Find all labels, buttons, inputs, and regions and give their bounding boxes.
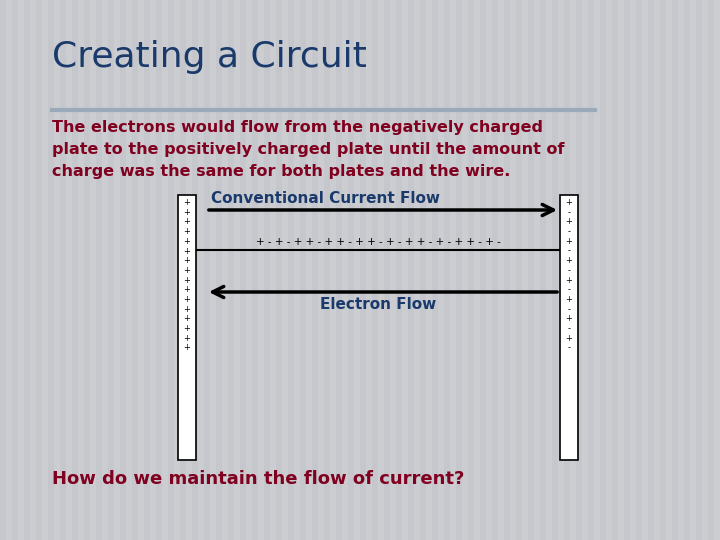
Bar: [360, 0, 366, 540]
Text: charge was the same for both plates and the wire.: charge was the same for both plates and …: [52, 164, 510, 179]
Text: Conventional Current Flow: Conventional Current Flow: [211, 191, 440, 206]
Bar: [300, 0, 306, 540]
Bar: [560, 195, 578, 460]
Bar: [60, 0, 66, 540]
Bar: [228, 0, 234, 540]
Bar: [564, 0, 570, 540]
Bar: [264, 0, 270, 540]
Text: Creating a Circuit: Creating a Circuit: [52, 40, 367, 74]
Bar: [192, 0, 198, 540]
Bar: [216, 0, 222, 540]
Bar: [240, 0, 246, 540]
Bar: [420, 0, 426, 540]
Bar: [288, 0, 294, 540]
Bar: [48, 0, 54, 540]
Text: +
+
+
+
+
+
+
+
+
+
+
+
+
+
+
+: + + + + + + + + + + + + + + + +: [184, 198, 190, 353]
Bar: [588, 0, 594, 540]
Bar: [348, 0, 354, 540]
Bar: [432, 0, 438, 540]
Text: Electron Flow: Electron Flow: [320, 297, 436, 312]
Bar: [648, 0, 654, 540]
Bar: [180, 0, 186, 540]
Bar: [672, 0, 678, 540]
Bar: [120, 0, 126, 540]
Bar: [504, 0, 510, 540]
Bar: [552, 0, 558, 540]
Bar: [408, 0, 414, 540]
Bar: [684, 0, 690, 540]
Bar: [576, 0, 582, 540]
Bar: [12, 0, 18, 540]
Bar: [612, 0, 618, 540]
Bar: [600, 0, 606, 540]
Bar: [204, 0, 210, 540]
Bar: [624, 0, 630, 540]
Text: +
-
+
-
+
-
+
-
+
-
+
-
+
-
+
-: + - + - + - + - + - + - + - + -: [566, 198, 572, 353]
Bar: [540, 0, 546, 540]
Bar: [396, 0, 402, 540]
Text: plate to the positively charged plate until the amount of: plate to the positively charged plate un…: [52, 142, 564, 157]
Text: The electrons would flow from the negatively charged: The electrons would flow from the negati…: [52, 120, 543, 135]
Bar: [516, 0, 522, 540]
Bar: [696, 0, 702, 540]
Bar: [528, 0, 534, 540]
Bar: [384, 0, 390, 540]
Bar: [276, 0, 282, 540]
Bar: [84, 0, 90, 540]
Bar: [24, 0, 30, 540]
Bar: [178, 195, 196, 460]
Bar: [372, 0, 378, 540]
Bar: [660, 0, 666, 540]
Bar: [636, 0, 642, 540]
Bar: [156, 0, 162, 540]
Bar: [144, 0, 150, 540]
Bar: [252, 0, 258, 540]
Bar: [72, 0, 78, 540]
Bar: [708, 0, 714, 540]
Bar: [132, 0, 138, 540]
Bar: [96, 0, 102, 540]
Bar: [468, 0, 474, 540]
Text: How do we maintain the flow of current?: How do we maintain the flow of current?: [52, 470, 464, 488]
Bar: [444, 0, 450, 540]
Bar: [0, 0, 6, 540]
Bar: [336, 0, 342, 540]
Bar: [456, 0, 462, 540]
Text: + - + - + + - + + - + + - + - + + - + - + + - + -: + - + - + + - + + - + + - + - + + - + - …: [256, 237, 500, 247]
Bar: [324, 0, 330, 540]
Bar: [108, 0, 114, 540]
Bar: [168, 0, 174, 540]
Bar: [480, 0, 486, 540]
Bar: [36, 0, 42, 540]
Bar: [492, 0, 498, 540]
Bar: [312, 0, 318, 540]
